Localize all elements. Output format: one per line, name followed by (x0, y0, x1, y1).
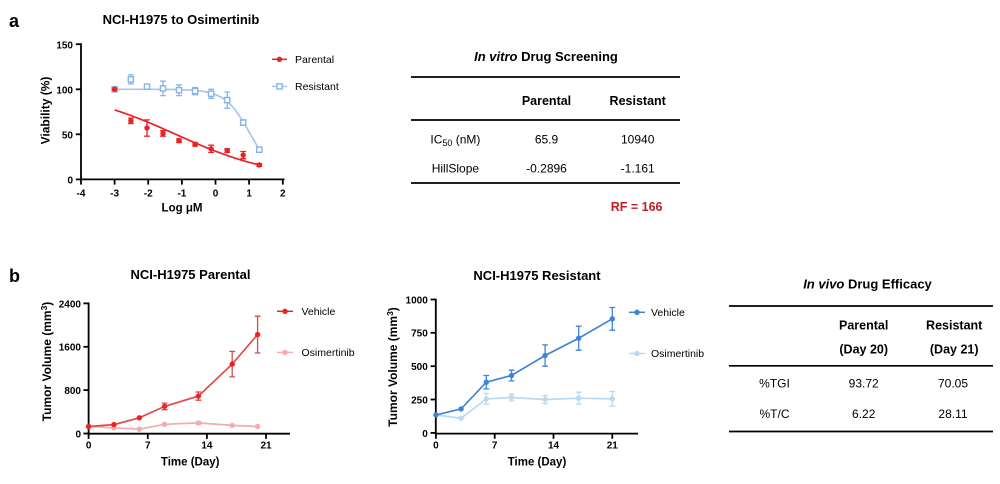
svg-text:NCI-H1975 Parental: NCI-H1975 Parental (131, 267, 251, 282)
svg-text:100: 100 (56, 86, 73, 97)
svg-text:-0.2896: -0.2896 (526, 162, 567, 176)
svg-text:a: a (9, 11, 20, 31)
svg-text:Log μM: Log μM (162, 203, 203, 215)
svg-text:7: 7 (492, 440, 498, 451)
svg-text:%TGI: %TGI (759, 377, 790, 391)
svg-text:6.22: 6.22 (852, 407, 876, 421)
svg-text:1: 1 (246, 189, 252, 200)
svg-text:RF = 166: RF = 166 (611, 200, 663, 214)
svg-text:0: 0 (75, 429, 81, 440)
svg-text:HillSlope: HillSlope (432, 162, 480, 176)
svg-text:0: 0 (67, 176, 73, 187)
svg-text:-1.161: -1.161 (621, 162, 655, 176)
svg-text:10940: 10940 (621, 133, 655, 147)
svg-text:0: 0 (213, 189, 219, 200)
svg-text:Viability (%): Viability (%) (39, 77, 53, 145)
svg-text:21: 21 (260, 440, 272, 451)
svg-text:NCI-H1975 to Osimertinib: NCI-H1975 to Osimertinib (103, 12, 260, 27)
svg-text:800: 800 (64, 386, 81, 397)
svg-text:21: 21 (607, 440, 619, 451)
svg-text:14: 14 (201, 440, 213, 451)
svg-text:-4: -4 (77, 189, 86, 200)
svg-text:7: 7 (145, 440, 151, 451)
svg-text:Time (Day): Time (Day) (161, 457, 220, 469)
svg-text:14: 14 (548, 440, 560, 451)
svg-text:Parental: Parental (295, 54, 334, 66)
svg-text:28.11: 28.11 (938, 407, 967, 421)
svg-text:500: 500 (411, 362, 428, 373)
svg-text:(Day 21): (Day 21) (930, 343, 979, 357)
svg-text:Parental: Parental (839, 319, 888, 333)
svg-text:1000: 1000 (406, 295, 429, 306)
svg-text:93.72: 93.72 (849, 377, 879, 391)
svg-text:250: 250 (411, 395, 428, 406)
svg-text:Parental: Parental (522, 94, 571, 108)
svg-text:NCI-H1975 Resistant: NCI-H1975 Resistant (473, 268, 601, 283)
svg-text:Osimertinib: Osimertinib (651, 348, 704, 360)
svg-text:In vitro Drug Screening: In vitro Drug Screening (474, 49, 618, 64)
svg-text:Resistant: Resistant (295, 81, 339, 93)
svg-text:(Day 20): (Day 20) (839, 343, 888, 357)
svg-text:Tumor Volume (mm3): Tumor Volume (mm3) (39, 302, 54, 422)
svg-text:In vivo Drug Efficacy: In vivo Drug Efficacy (803, 277, 932, 292)
svg-text:Resistant: Resistant (610, 94, 667, 108)
svg-text:b: b (9, 266, 20, 286)
svg-text:-1: -1 (177, 189, 186, 200)
svg-text:150: 150 (56, 41, 73, 52)
svg-text:0: 0 (422, 429, 428, 440)
svg-text:-2: -2 (144, 189, 153, 200)
svg-text:2400: 2400 (59, 299, 82, 310)
svg-text:750: 750 (411, 329, 428, 340)
svg-text:0: 0 (433, 440, 439, 451)
svg-text:65.9: 65.9 (535, 133, 559, 147)
svg-text:Time (Day): Time (Day) (508, 457, 567, 469)
svg-text:Vehicle: Vehicle (302, 306, 336, 318)
svg-text:Tumor Volume (mm3): Tumor Volume (mm3) (385, 307, 400, 427)
svg-text:-3: -3 (110, 189, 119, 200)
svg-text:Osimertinib: Osimertinib (302, 347, 355, 359)
svg-text:Resistant: Resistant (926, 319, 983, 333)
svg-text:1600: 1600 (59, 343, 82, 354)
svg-text:2: 2 (280, 189, 286, 200)
svg-text:70.05: 70.05 (938, 377, 968, 391)
svg-text:50: 50 (62, 131, 74, 142)
svg-text:IC50 (nM): IC50 (nM) (430, 133, 480, 149)
svg-text:%T/C: %T/C (760, 407, 790, 421)
svg-text:0: 0 (86, 440, 92, 451)
svg-text:Vehicle: Vehicle (651, 307, 685, 319)
